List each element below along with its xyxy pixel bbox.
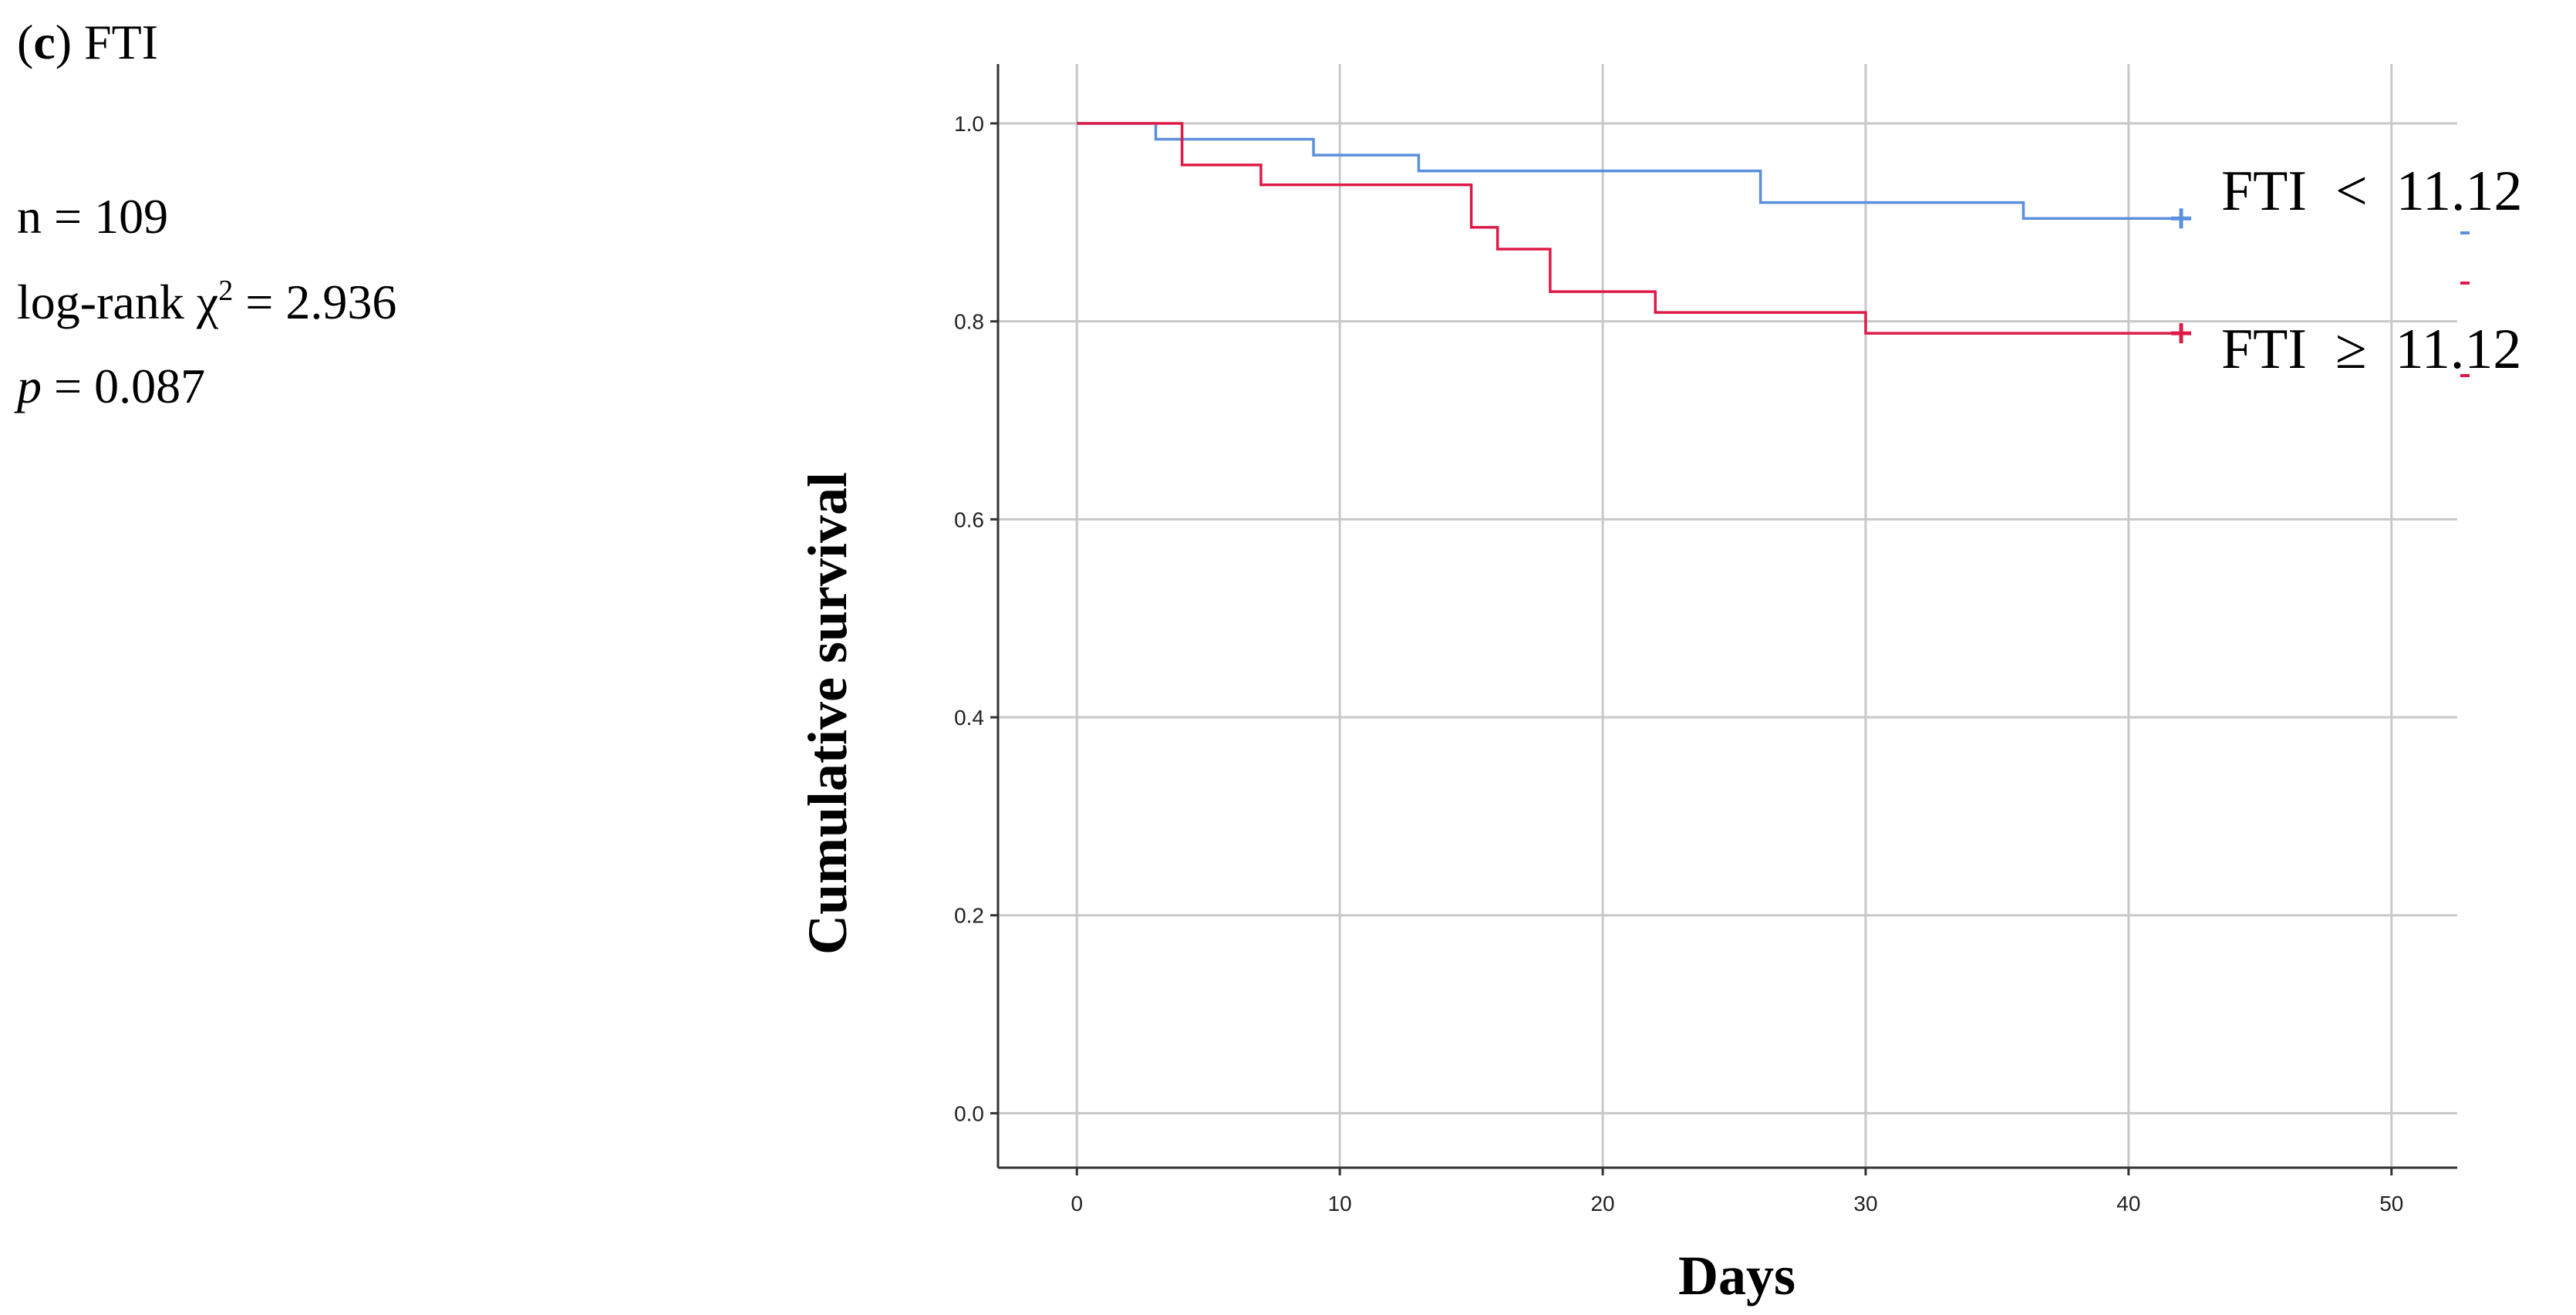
- series-layer: [1077, 122, 2192, 344]
- p-value: p = 0.087: [14, 359, 205, 413]
- legend-label-fti-high: FTI ≥ 11.12: [2221, 318, 2521, 381]
- x-tick-label: 40: [2116, 1192, 2140, 1216]
- y-tick-label: 0.0: [954, 1101, 984, 1125]
- x-axis-title: Days: [1678, 1245, 1795, 1307]
- survival-curve-1: [1077, 122, 2182, 335]
- panel-title: (c) FTI: [17, 15, 158, 69]
- p-symbol: p: [14, 359, 42, 413]
- legend-label-fti-low: FTI < 11.12: [2221, 160, 2523, 223]
- x-tick-label: 50: [2379, 1192, 2403, 1216]
- logrank-statistic: log-rank χ2 = 2.936: [17, 275, 396, 329]
- p-value-number: = 0.087: [42, 359, 205, 413]
- y-tick-label: 0.4: [954, 706, 984, 730]
- panel-name: FTI: [84, 15, 158, 69]
- legend: FTI < 11.12 FTI ≥ 11.12: [2221, 160, 2523, 381]
- x-tick-label: 10: [1328, 1192, 1352, 1216]
- logrank-prefix: log-rank χ: [17, 275, 219, 329]
- y-tick-label: 1.0: [954, 112, 984, 136]
- axes-layer: [990, 64, 2457, 1175]
- y-tick-label: 0.8: [954, 310, 984, 334]
- y-tick-label: 0.6: [954, 507, 984, 531]
- logrank-value: = 2.936: [233, 275, 396, 329]
- x-tick-label: 30: [1853, 1192, 1877, 1216]
- tick-labels: 0 10 20 30 40 50 0.0 0.2 0.4 0.6 0.8 1.0: [954, 112, 2403, 1216]
- x-tick-label: 20: [1590, 1192, 1614, 1216]
- survival-curve-0: [1077, 122, 2182, 220]
- y-tick-label: 0.2: [954, 904, 984, 928]
- x-tick-label: 0: [1071, 1192, 1083, 1216]
- panel-letter: c: [33, 15, 55, 69]
- logrank-superscript: 2: [218, 275, 233, 307]
- grid-layer: [998, 64, 2457, 1168]
- sample-size: n = 109: [17, 189, 168, 244]
- y-axis-title: Cumulative survival: [797, 472, 858, 955]
